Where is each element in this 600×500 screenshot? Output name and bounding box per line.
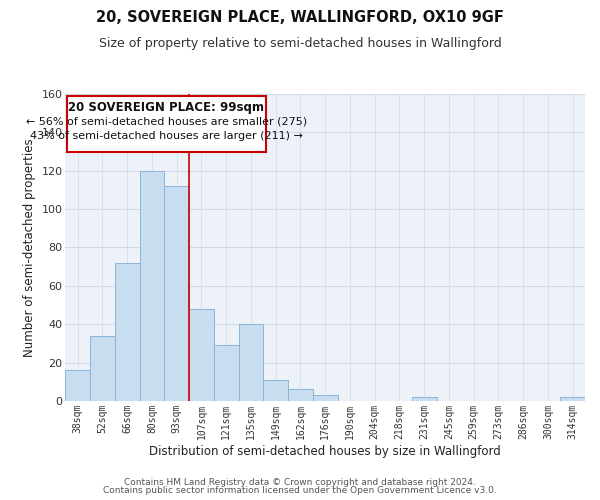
Text: 20, SOVEREIGN PLACE, WALLINGFORD, OX10 9GF: 20, SOVEREIGN PLACE, WALLINGFORD, OX10 9… [96, 10, 504, 25]
Bar [214, 346, 239, 401]
Text: 20 SOVEREIGN PLACE: 99sqm: 20 SOVEREIGN PLACE: 99sqm [68, 100, 264, 114]
Bar [313, 395, 338, 401]
Bar [263, 380, 288, 401]
Y-axis label: Number of semi-detached properties: Number of semi-detached properties [23, 138, 36, 357]
Bar [115, 263, 140, 401]
X-axis label: Distribution of semi-detached houses by size in Wallingford: Distribution of semi-detached houses by … [149, 444, 501, 458]
Bar [412, 397, 437, 401]
Text: Size of property relative to semi-detached houses in Wallingford: Size of property relative to semi-detach… [98, 38, 502, 51]
Bar [140, 170, 164, 401]
Bar [65, 370, 90, 401]
Bar [239, 324, 263, 401]
Bar [560, 397, 585, 401]
Bar [90, 336, 115, 401]
Bar [189, 309, 214, 401]
Text: Contains public sector information licensed under the Open Government Licence v3: Contains public sector information licen… [103, 486, 497, 495]
Bar [288, 390, 313, 401]
Text: Contains HM Land Registry data © Crown copyright and database right 2024.: Contains HM Land Registry data © Crown c… [124, 478, 476, 487]
Bar [164, 186, 189, 401]
Text: ← 56% of semi-detached houses are smaller (275): ← 56% of semi-detached houses are smalle… [26, 116, 307, 126]
Text: 43% of semi-detached houses are larger (211) →: 43% of semi-detached houses are larger (… [30, 132, 302, 141]
FancyBboxPatch shape [67, 96, 266, 152]
